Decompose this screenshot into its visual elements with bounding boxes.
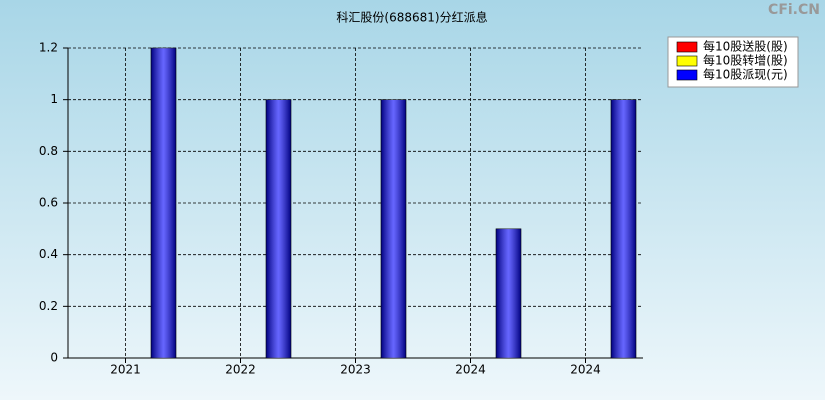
y-tick-label: 0.2 <box>39 299 58 313</box>
legend-swatch <box>676 69 698 81</box>
legend-swatch <box>676 55 698 67</box>
legend-swatch <box>676 41 698 53</box>
bar-shade <box>266 99 291 359</box>
y-tick-label: 0.4 <box>39 247 58 261</box>
y-tick-label: 0.6 <box>39 196 58 210</box>
y-tick-label: 0 <box>50 351 58 365</box>
legend-label: 每10股派现(元) <box>703 67 788 82</box>
watermark: CFi.CN <box>768 2 820 18</box>
x-tick-label: 2024 <box>455 363 486 377</box>
legend-label: 每10股转增(股) <box>703 53 788 68</box>
y-tick-label: 1.2 <box>39 41 58 55</box>
bar-shade <box>611 99 636 359</box>
legend-label: 每10股送股(股) <box>703 39 788 54</box>
bar-shade <box>381 99 406 359</box>
x-tick-label: 2023 <box>340 363 371 377</box>
y-tick-label: 0.8 <box>39 144 58 158</box>
x-tick-label: 2024 <box>570 363 601 377</box>
x-tick-label: 2021 <box>110 363 141 377</box>
bar-shade <box>496 228 521 358</box>
bar-shade <box>151 48 176 358</box>
chart-title: 科汇股份(688681)分红派息 <box>336 10 487 25</box>
x-tick-label: 2022 <box>225 363 256 377</box>
y-tick-label: 1 <box>50 92 58 106</box>
